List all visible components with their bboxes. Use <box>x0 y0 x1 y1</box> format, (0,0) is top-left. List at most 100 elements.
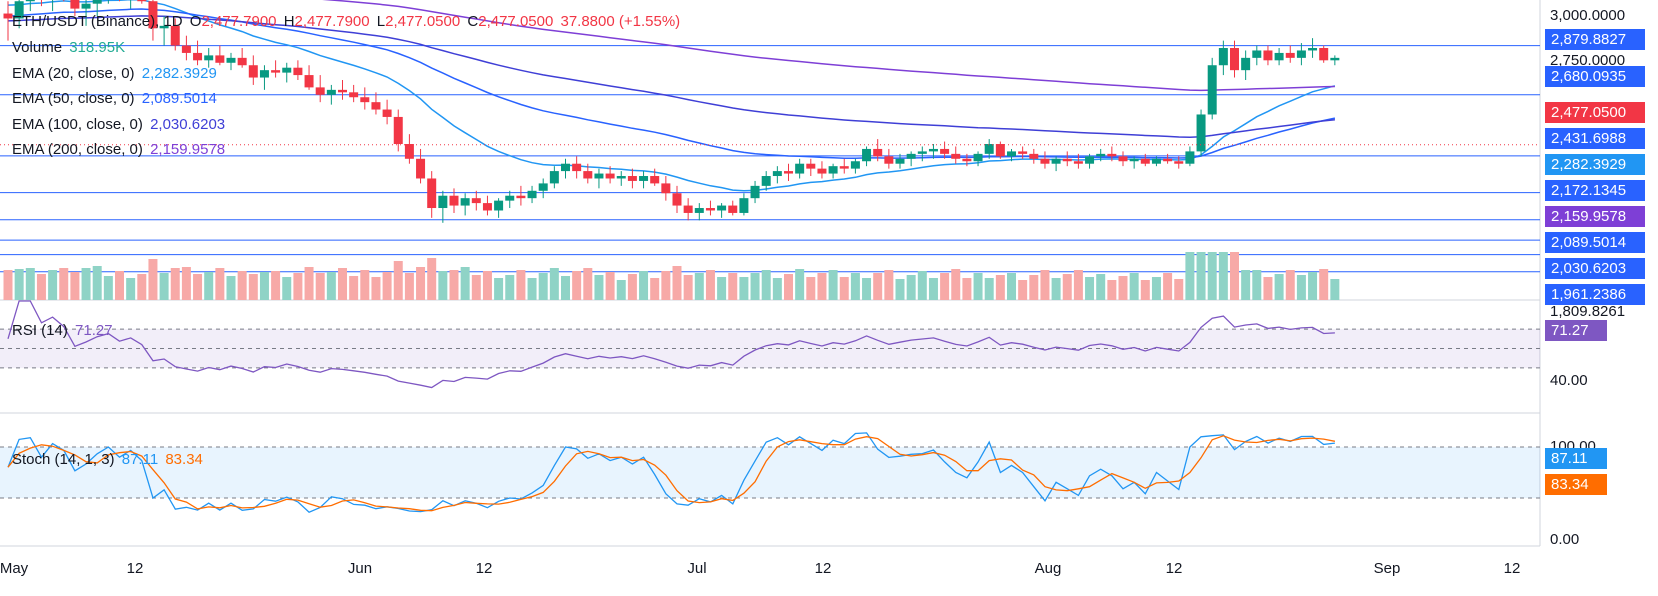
volume-bar <box>1196 252 1206 300</box>
volume-bar <box>126 278 136 300</box>
ema20-line <box>7 0 1336 192</box>
ema200-legend: EMA (200, close, 0) 2,159.9578 <box>12 141 228 159</box>
volume-bar <box>750 273 760 300</box>
candle-body <box>1174 161 1184 164</box>
volume-bar <box>705 270 715 300</box>
price-badge: 2,172.1345 <box>1545 180 1645 201</box>
volume-bar <box>806 277 816 300</box>
candle-body <box>1085 156 1095 164</box>
candle-body <box>928 148 938 152</box>
ema100-legend: EMA (100, close, 0) 2,030.6203 <box>12 116 228 134</box>
x-tick: 12 <box>1503 560 1521 577</box>
volume-bar <box>572 271 582 300</box>
volume-bar <box>494 278 504 300</box>
candle-body <box>326 89 336 95</box>
candle-body <box>170 25 180 46</box>
candle-body <box>1218 48 1228 66</box>
volume-bar <box>1151 277 1161 300</box>
price-badge: 2,879.8827 <box>1545 29 1645 50</box>
candle-body <box>572 163 582 172</box>
volume-bar <box>404 273 414 300</box>
candle-body <box>750 185 760 199</box>
candle-body <box>1296 50 1306 58</box>
volume-bar <box>505 275 515 300</box>
candle-body <box>494 200 504 211</box>
stoch-tick-0: 0.00 <box>1550 531 1580 548</box>
candle-body <box>639 176 649 181</box>
volume-bar <box>817 273 827 300</box>
rsi-value: 71.27 <box>75 322 113 339</box>
candle-body <box>471 198 481 204</box>
volume-bar <box>995 275 1005 300</box>
open-value: 2,477.7900 <box>201 13 277 30</box>
volume-legend: Volume 318.95K <box>12 39 128 57</box>
rsi-label: RSI (14) <box>12 322 68 339</box>
rsi-legend: RSI (14) 71.27 <box>12 322 116 340</box>
stoch-label: Stoch (14, 1, 3) <box>12 451 115 468</box>
volume-bar <box>382 272 392 300</box>
volume-bar <box>538 273 548 300</box>
ema100-value: 2,030.6203 <box>150 116 226 133</box>
candle-body <box>594 173 604 179</box>
volume-bar <box>873 273 883 300</box>
candle-body <box>995 144 1005 157</box>
price-badge: 1,961.2386 <box>1545 284 1645 305</box>
candle-body <box>416 158 426 179</box>
candle-body <box>817 168 827 174</box>
candle-body <box>806 163 816 169</box>
volume-bar <box>1029 275 1039 300</box>
close-value: 2,477.0500 <box>478 13 554 30</box>
candle-body <box>906 153 916 159</box>
volume-bar <box>761 270 771 300</box>
candle-body <box>1018 151 1028 154</box>
volume-bar <box>25 268 35 300</box>
ema20-badge: 2,282.3929 <box>1545 154 1645 175</box>
ema200-label: EMA (200, close, 0) <box>12 141 143 158</box>
volume-bar <box>1085 277 1095 300</box>
ema50-legend: EMA (50, close, 0) 2,089.5014 <box>12 90 220 108</box>
volume-bar <box>70 272 80 300</box>
volume-bar <box>984 278 994 300</box>
candle-body <box>828 166 838 174</box>
volume-bar <box>248 274 258 300</box>
volume-bar <box>962 278 972 300</box>
candle-body <box>482 203 492 211</box>
volume-bar <box>951 269 961 300</box>
volume-bar <box>282 277 292 300</box>
volume-bar <box>583 268 593 300</box>
candle-body <box>1163 158 1173 162</box>
rsi-tick-40: 40.00 <box>1550 372 1588 389</box>
volume-bar <box>1118 276 1128 300</box>
candle-body <box>605 173 615 179</box>
candle-body <box>549 171 559 184</box>
candle-body <box>1185 151 1195 164</box>
candle-body <box>393 116 403 145</box>
candle-body <box>694 208 704 213</box>
candle-body <box>81 3 91 9</box>
volume-bar <box>516 270 526 300</box>
last-price-badge: 2,477.0500 <box>1545 102 1645 123</box>
volume-bar <box>59 268 69 300</box>
volume-bar <box>839 277 849 300</box>
candle-body <box>181 45 191 53</box>
ema100-badge: 2,030.6203 <box>1545 258 1645 279</box>
volume-bar <box>14 269 24 300</box>
volume-bar <box>1319 269 1329 300</box>
candle-body <box>1151 158 1161 164</box>
candle-body <box>940 148 950 154</box>
candle-body <box>795 163 805 174</box>
volume-bar <box>527 278 537 300</box>
volume-bar <box>360 270 370 300</box>
candle-body <box>505 195 515 201</box>
volume-bar <box>661 271 671 300</box>
volume-bar <box>917 271 927 300</box>
price-tick-1809: 1,809.8261 <box>1550 303 1626 320</box>
candle-body <box>1040 158 1050 164</box>
volume-bar <box>1163 273 1173 300</box>
volume-bar <box>1062 274 1072 300</box>
x-tick-jul: Jul <box>687 560 707 577</box>
candle-body <box>1285 52 1295 58</box>
candle-body <box>973 153 983 162</box>
volume-bar <box>828 270 838 300</box>
volume-bar <box>594 275 604 300</box>
